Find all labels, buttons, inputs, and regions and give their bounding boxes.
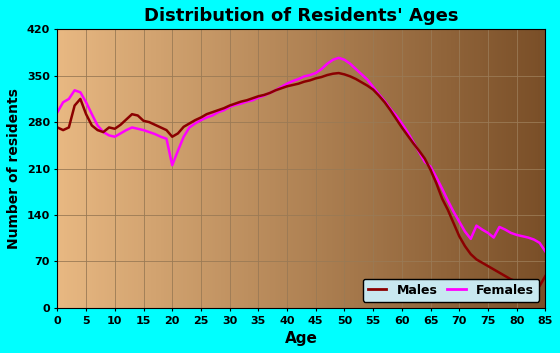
- Title: Distribution of Residents' Ages: Distribution of Residents' Ages: [144, 7, 459, 25]
- Y-axis label: Number of residents: Number of residents: [7, 88, 21, 249]
- Legend: Males, Females: Males, Females: [363, 279, 539, 301]
- X-axis label: Age: Age: [285, 331, 318, 346]
